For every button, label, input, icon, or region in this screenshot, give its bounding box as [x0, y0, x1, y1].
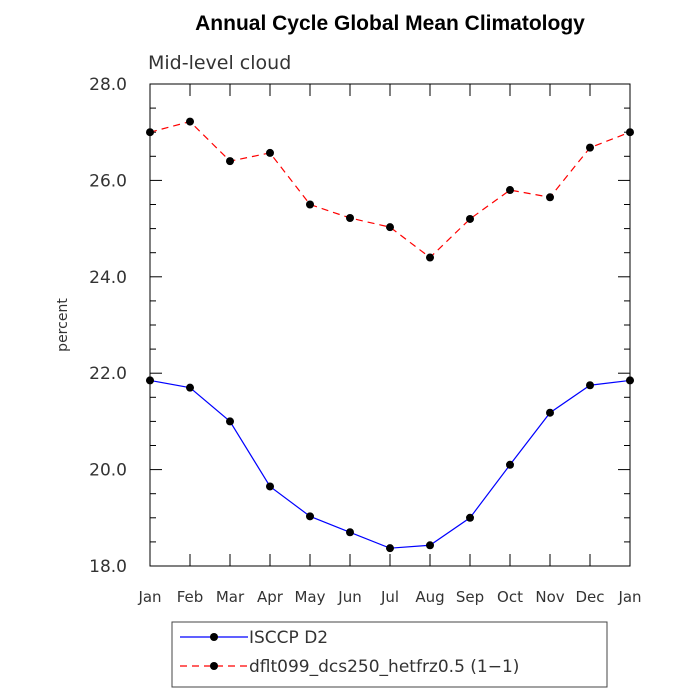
y-tick-label: 18.0	[89, 557, 127, 577]
series-0-point	[226, 417, 234, 426]
y-tick-label: 26.0	[89, 171, 127, 191]
chart-subtitle: Mid-level cloud	[148, 52, 291, 74]
series-1-point	[146, 128, 154, 137]
series-0-point	[146, 376, 154, 385]
series-0-point	[546, 408, 554, 417]
x-tick-label: Aug	[415, 588, 444, 606]
y-tick-label: 28.0	[89, 75, 127, 95]
x-tick-label: Jul	[380, 588, 399, 606]
x-tick-label: Apr	[257, 588, 284, 606]
series-0-point	[266, 482, 274, 491]
series-1-point	[506, 186, 514, 195]
series-line-1	[149, 120, 631, 259]
series-0-point	[346, 528, 354, 537]
y-tick-label: 24.0	[89, 268, 127, 288]
x-tick-label: Jan	[137, 588, 161, 606]
series-1-point	[426, 253, 434, 262]
y-tick-labels: 18.0 20.0 22.0 24.0 26.0 28.0	[89, 75, 127, 577]
x-tick-labels: Jan Feb Mar Apr May Jun Jul Aug Sep Oct Nov Dec Jan	[137, 588, 641, 606]
series-0-point	[626, 376, 634, 385]
x-tick-label: Dec	[575, 588, 604, 606]
series-0-point	[186, 383, 194, 392]
series-0-point	[586, 381, 594, 390]
x-tick-label: May	[294, 588, 325, 606]
series-0-point	[306, 512, 314, 521]
legend: ISCCP D2 dflt099_dcs250_hetfrz0.5 (1−1)	[180, 628, 519, 677]
legend-marker-1	[210, 662, 218, 670]
y-axis-label: percent	[55, 298, 71, 352]
legend-label-1: dflt099_dcs250_hetfrz0.5 (1−1)	[249, 657, 519, 677]
series-0-point	[386, 544, 394, 553]
x-tick-label: Oct	[497, 588, 523, 606]
series-1-point	[186, 117, 194, 126]
y-tick-label: 20.0	[89, 461, 127, 481]
x-tick-label: Mar	[216, 588, 245, 606]
series-1-point	[226, 157, 234, 166]
series-1-point	[586, 143, 594, 152]
series-1-point	[626, 128, 634, 137]
plot-frame	[149, 83, 631, 567]
series-1-point	[386, 223, 394, 232]
series-line-0	[149, 379, 631, 549]
x-tick-label: Feb	[177, 588, 204, 606]
x-tick-label: Nov	[535, 588, 564, 606]
series-1-point	[466, 214, 474, 223]
x-tick-label: Jan	[617, 588, 641, 606]
series-0-point	[466, 513, 474, 522]
axis-ticks	[149, 83, 631, 567]
x-tick-label: Jun	[337, 588, 361, 606]
legend-marker-0	[210, 633, 218, 641]
series-1-point	[266, 148, 274, 157]
x-tick-label: Sep	[456, 588, 484, 606]
series-0-point	[506, 460, 514, 469]
series-layer	[146, 117, 634, 553]
legend-box	[171, 621, 608, 688]
chart-title: Annual Cycle Global Mean Climatology	[195, 12, 585, 35]
series-0-point	[426, 541, 434, 550]
y-tick-label: 22.0	[89, 364, 127, 384]
series-1-point	[546, 193, 554, 202]
series-1-point	[306, 200, 314, 209]
legend-label-0: ISCCP D2	[249, 628, 328, 648]
series-1-point	[346, 213, 354, 222]
